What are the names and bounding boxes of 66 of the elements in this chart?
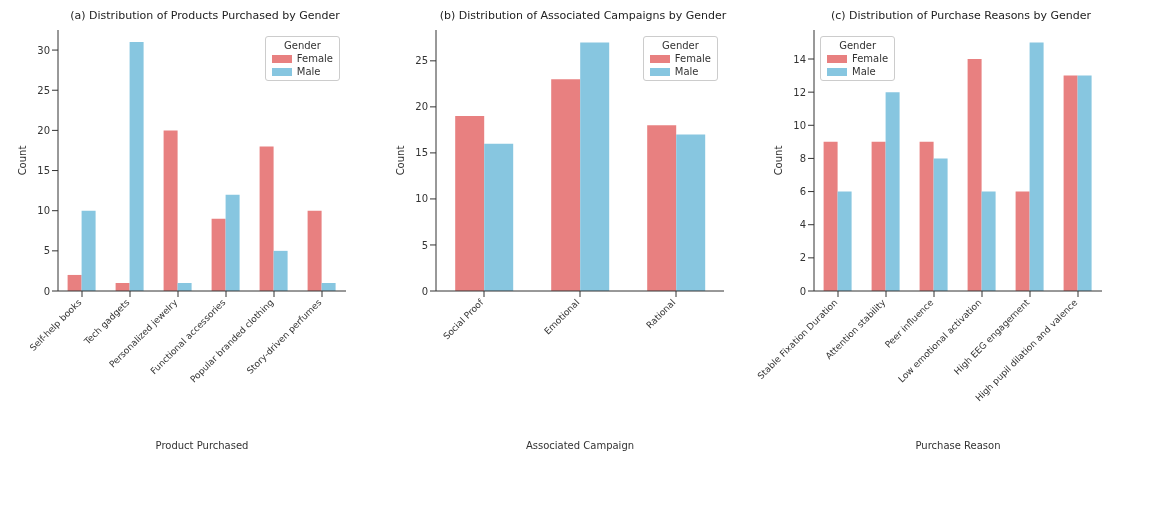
bar xyxy=(823,141,838,291)
legend-label: Female xyxy=(852,53,889,64)
bar xyxy=(933,158,948,291)
y-tick-label: 20 xyxy=(37,124,50,136)
chart-title: (a) Distribution of Products Purchased by Gender xyxy=(69,8,341,24)
bar xyxy=(647,125,677,291)
y-tick-label: 15 xyxy=(37,165,50,177)
bar xyxy=(67,274,82,291)
chart-title: (b) Distribution of Associated Campaigns by Gender xyxy=(438,8,728,24)
y-tick-label: 0 xyxy=(799,285,806,297)
bar xyxy=(837,191,852,291)
legend-label: Female xyxy=(674,53,711,64)
y-tick-label: 8 xyxy=(799,152,806,164)
x-axis-title: Product Purchased xyxy=(155,440,249,451)
bar xyxy=(871,141,886,291)
legend-label: Female xyxy=(296,53,333,64)
y-tick-label: 5 xyxy=(43,245,50,257)
y-axis-title: Count xyxy=(394,145,406,176)
bar xyxy=(676,134,706,291)
y-tick-label: 2 xyxy=(799,252,806,264)
y-tick-label: 25 xyxy=(37,84,50,96)
bar xyxy=(225,194,240,291)
y-axis-title: Count xyxy=(16,145,28,176)
bar xyxy=(129,42,144,291)
bar xyxy=(81,210,96,291)
bar xyxy=(163,130,178,291)
bar xyxy=(981,191,996,291)
x-axis-title: Associated Campaign xyxy=(525,440,635,451)
bar xyxy=(1077,75,1092,291)
bar xyxy=(1015,191,1030,291)
bar xyxy=(307,210,322,291)
bar xyxy=(259,146,274,291)
bar xyxy=(885,92,900,291)
y-tick-label: 25 xyxy=(415,55,428,67)
y-tick-label: 30 xyxy=(37,44,50,56)
bar xyxy=(967,59,982,291)
legend-label: Male xyxy=(852,66,876,77)
y-tick-label: 15 xyxy=(415,147,428,159)
bar xyxy=(1063,75,1078,291)
y-tick-label: 14 xyxy=(793,53,806,65)
y-tick-label: 4 xyxy=(799,219,806,231)
y-tick-label: 6 xyxy=(799,186,806,198)
bar xyxy=(551,79,581,291)
legend-title: Gender xyxy=(838,40,877,51)
bar xyxy=(919,141,934,291)
legend-label: Male xyxy=(674,66,699,77)
y-tick-label: 20 xyxy=(415,101,428,113)
bar xyxy=(1029,42,1044,291)
y-tick-label: 10 xyxy=(415,193,428,205)
y-tick-label: 10 xyxy=(37,205,50,217)
y-tick-label: 0 xyxy=(43,285,50,297)
bar xyxy=(484,143,514,291)
x-axis-title: Purchase Reason xyxy=(915,440,1001,451)
y-tick-label: 5 xyxy=(421,239,428,251)
legend-label: Male xyxy=(296,66,321,77)
y-tick-label: 10 xyxy=(793,119,806,131)
y-tick-label: 0 xyxy=(421,285,428,297)
bar xyxy=(273,250,288,291)
bar xyxy=(580,42,610,291)
bar xyxy=(455,116,485,291)
bar xyxy=(211,218,226,291)
legend-title: Gender xyxy=(661,40,700,51)
y-axis-title: Count xyxy=(772,145,784,176)
chart-title: (c) Distribution of Purchase Reasons by Gender xyxy=(829,8,1093,24)
y-tick-label: 12 xyxy=(793,86,806,98)
legend-title: Gender xyxy=(283,40,322,51)
